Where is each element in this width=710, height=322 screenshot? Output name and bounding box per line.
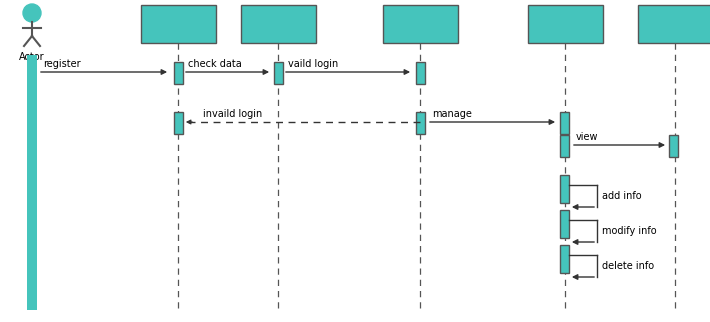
Text: check data: check data — [188, 59, 241, 69]
FancyBboxPatch shape — [560, 210, 569, 238]
FancyBboxPatch shape — [174, 112, 183, 134]
Text: info
manaegm
ent: info manaegm ent — [542, 9, 588, 39]
Text: modify info: modify info — [602, 226, 657, 236]
FancyBboxPatch shape — [560, 245, 569, 273]
FancyBboxPatch shape — [241, 5, 315, 43]
FancyBboxPatch shape — [174, 62, 183, 84]
Text: manage: manage — [432, 109, 472, 119]
Text: add info: add info — [602, 191, 642, 201]
FancyBboxPatch shape — [560, 175, 569, 203]
FancyBboxPatch shape — [141, 5, 216, 43]
FancyBboxPatch shape — [416, 112, 425, 134]
Text: research
interests: research interests — [400, 14, 439, 34]
FancyBboxPatch shape — [416, 62, 425, 84]
Text: delete info: delete info — [602, 261, 654, 271]
FancyBboxPatch shape — [560, 135, 569, 157]
Text: invaild login: invaild login — [203, 109, 262, 119]
FancyBboxPatch shape — [383, 5, 457, 43]
Text: view: view — [576, 132, 599, 142]
Text: view
research: view research — [655, 14, 694, 34]
Text: login: login — [267, 20, 289, 29]
Circle shape — [23, 4, 41, 22]
Text: register: register — [43, 59, 81, 69]
FancyBboxPatch shape — [27, 55, 37, 310]
FancyBboxPatch shape — [528, 5, 603, 43]
FancyBboxPatch shape — [669, 135, 678, 157]
Text: Actor: Actor — [19, 52, 45, 62]
FancyBboxPatch shape — [638, 5, 710, 43]
FancyBboxPatch shape — [560, 112, 569, 134]
Text: vaild login: vaild login — [288, 59, 338, 69]
FancyBboxPatch shape — [274, 62, 283, 84]
Text: register: register — [160, 20, 195, 29]
